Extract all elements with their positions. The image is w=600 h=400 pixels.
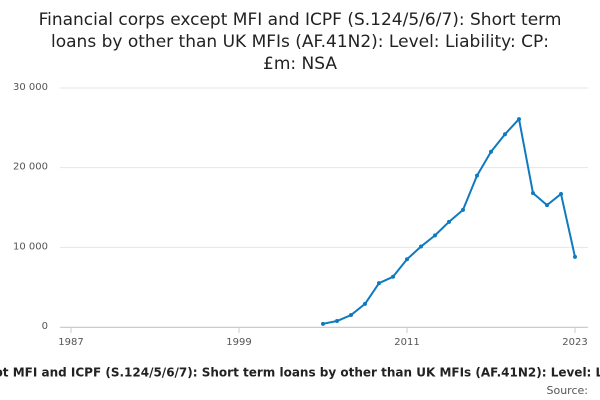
point	[363, 301, 367, 306]
y-tick-label: 20 000	[13, 162, 48, 173]
y-tick-label: 30 000	[13, 82, 48, 93]
x-tick-label: 2011	[394, 337, 419, 348]
x-tick-label: 2023	[562, 337, 587, 348]
point	[475, 173, 479, 178]
point	[447, 219, 451, 224]
point	[489, 149, 493, 154]
x-axis-label: Financial corps except MFI and ICPF (S.1…	[0, 366, 600, 380]
point	[503, 132, 507, 137]
point	[377, 281, 381, 286]
x-tick-label: 1999	[226, 337, 251, 348]
point	[349, 313, 353, 318]
point	[391, 274, 395, 279]
point	[321, 321, 325, 326]
point	[405, 257, 409, 262]
y-tick-label: 10 000	[13, 241, 48, 252]
point	[461, 207, 465, 212]
y-tick-label: 0	[42, 321, 48, 332]
source: Source:	[547, 384, 589, 397]
point	[517, 117, 521, 122]
point	[531, 191, 535, 196]
point	[573, 254, 577, 259]
point	[433, 233, 437, 238]
x-tick-label: 1987	[58, 337, 83, 348]
point	[335, 319, 339, 324]
point	[559, 191, 563, 196]
chart-title: Financial corps except MFI and ICPF (S.1…	[39, 10, 562, 74]
point	[545, 203, 549, 208]
point	[419, 244, 423, 249]
